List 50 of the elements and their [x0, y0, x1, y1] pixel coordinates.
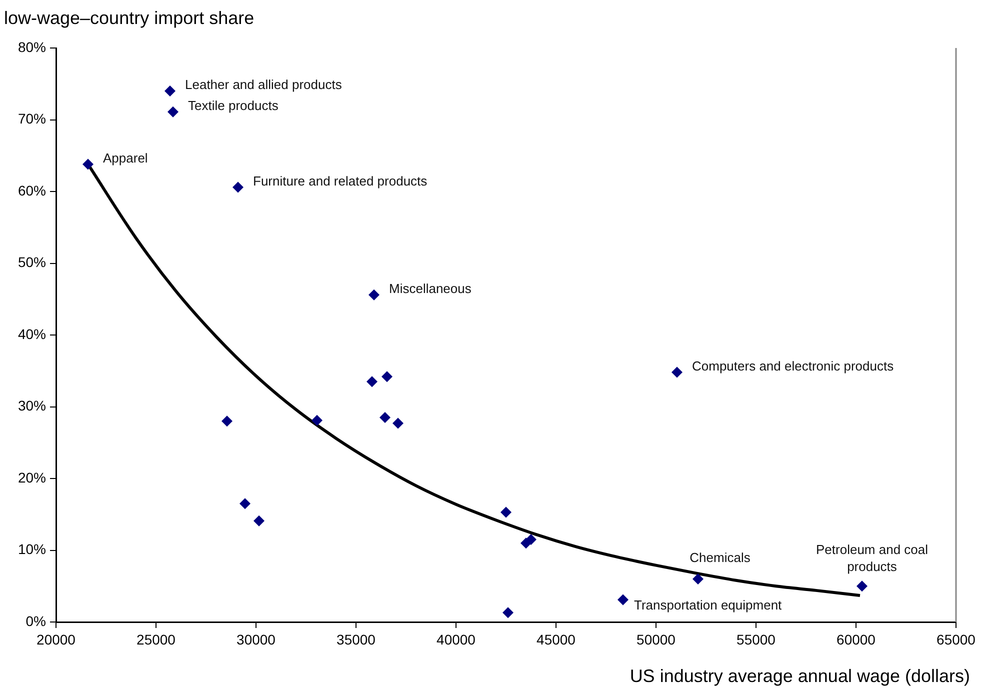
annotation: Chemicals: [690, 550, 751, 566]
point: [380, 412, 390, 424]
point: [368, 289, 380, 300]
x-tick-label: 30000: [236, 631, 276, 648]
point: [692, 573, 704, 584]
point: [526, 534, 536, 545]
annotation: Computers and electronic products: [692, 358, 894, 374]
annotation: Miscellaneous: [389, 280, 472, 296]
y-tick-label: 10%: [18, 541, 46, 558]
point: [382, 371, 392, 382]
annotation: Textile products: [188, 98, 279, 113]
x-tick-label: 40000: [436, 631, 476, 648]
y-tick-label: 80%: [18, 38, 46, 55]
point: [168, 106, 178, 118]
point: [856, 580, 868, 592]
point: [366, 376, 378, 388]
x-tick-label: 20000: [36, 631, 76, 648]
y-tick-label: 70%: [18, 110, 46, 127]
point: [312, 414, 322, 426]
annotation: Transportation equipment: [634, 597, 782, 612]
point: [82, 158, 94, 170]
annotation: Apparel: [103, 150, 148, 166]
x-tick-label: 65000: [936, 631, 976, 648]
x-tick-label: 50000: [636, 631, 676, 648]
point: [502, 607, 514, 618]
point: [240, 498, 250, 510]
x-tick-label: 25000: [136, 631, 176, 648]
point: [392, 418, 404, 429]
x-tick-label: 45000: [536, 631, 576, 648]
y-axis-title: low-wage–country import share: [4, 8, 254, 29]
y-tick-label: 0%: [26, 612, 46, 629]
y-tick-label: 40%: [18, 326, 46, 342]
point: [672, 366, 682, 378]
x-tick-label: 55000: [736, 631, 776, 648]
point: [164, 86, 176, 97]
annotation: Leather and allied products: [185, 77, 342, 92]
point: [254, 515, 264, 526]
point: [500, 506, 512, 518]
y-tick-label: 20%: [18, 469, 46, 486]
point: [618, 594, 628, 606]
y-tick-label: 50%: [18, 254, 46, 270]
point: [232, 182, 244, 193]
x-axis-title: US industry average annual wage (dollars): [630, 666, 970, 687]
annotation: Furniture and related products: [253, 173, 428, 188]
y-tick-label: 60%: [18, 182, 46, 198]
x-tick-label: 60000: [836, 631, 876, 648]
annotation: Petroleum and coal products: [816, 542, 928, 574]
x-tick-label: 35000: [336, 631, 376, 648]
point: [222, 416, 232, 427]
y-tick-label: 30%: [18, 398, 46, 414]
